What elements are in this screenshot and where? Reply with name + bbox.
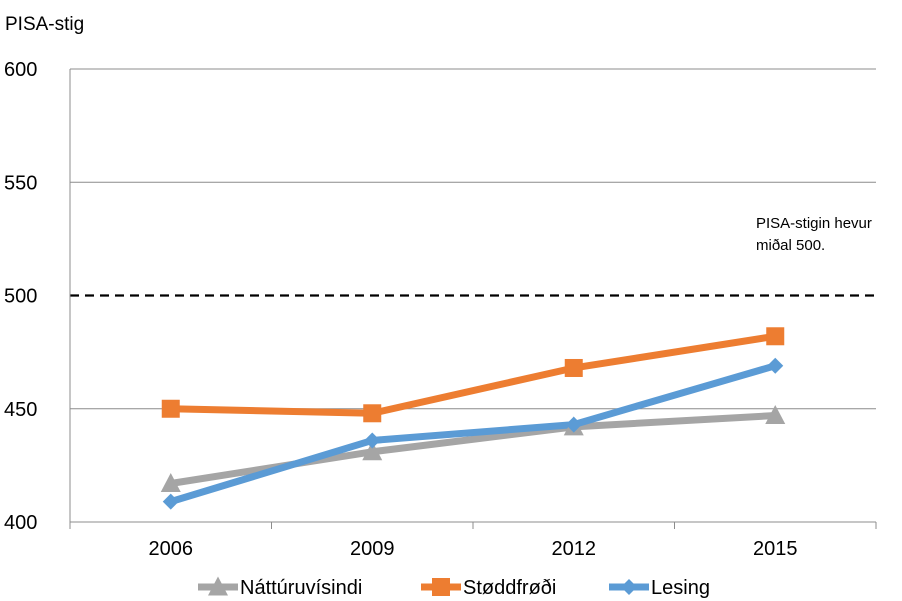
axes — [69, 69, 877, 529]
point-0-2015 — [765, 405, 786, 425]
y-tick-label-450: 450 — [4, 399, 37, 421]
x-tick-label-2012: 2012 — [552, 538, 597, 560]
point-0-2009 — [362, 441, 383, 461]
y-axis-label: PISA-stig — [5, 14, 84, 35]
point-1-2012 — [564, 358, 583, 377]
x-tick-label-2009: 2009 — [350, 538, 395, 560]
legend: Náttúruvísindi Støddfrøði Lesing — [198, 576, 710, 599]
annotation-line-2: miðal 500. — [756, 237, 825, 254]
legend-marker-0 — [208, 576, 228, 596]
legend-label-2: Lesing — [651, 577, 710, 599]
y-tick-label-600: 600 — [4, 59, 37, 81]
x-tick-label-2006: 2006 — [149, 538, 194, 560]
point-2-2012 — [565, 416, 582, 433]
point-2-2015 — [767, 357, 784, 374]
series-line-2 — [167, 362, 779, 506]
series-line-1 — [167, 332, 779, 417]
point-1-2006 — [161, 399, 180, 418]
series-lines — [167, 332, 779, 506]
point-1-2015 — [766, 327, 785, 346]
legend-label-1: Støddfrøði — [463, 577, 556, 599]
point-1-2009 — [363, 404, 382, 423]
point-2-2006 — [162, 493, 179, 510]
annotation-line-1: PISA-stigin hevur — [756, 215, 872, 232]
legend-marker-1 — [432, 578, 450, 596]
point-2-2009 — [364, 432, 381, 449]
y-tick-label-550: 550 — [4, 172, 37, 194]
legend-label-0: Náttúruvísindi — [240, 577, 362, 599]
y-tick-label-400: 400 — [4, 512, 37, 534]
annotation: PISA-stigin hevur miðal 500. — [756, 215, 872, 254]
y-tick-label-500: 500 — [4, 286, 37, 308]
series-markers — [160, 327, 786, 510]
tick-labels: 400 450 500 550 600 2006 2009 2012 2015 — [4, 59, 798, 560]
x-tick-label-2015: 2015 — [753, 538, 798, 560]
legend-marker-2 — [621, 579, 637, 595]
point-0-2006 — [160, 472, 181, 492]
